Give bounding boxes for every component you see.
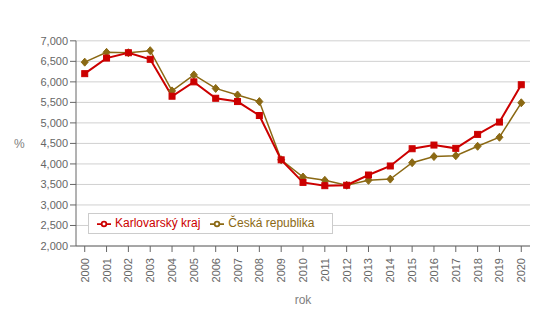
svg-text:5,000: 5,000 xyxy=(40,117,68,129)
svg-text:4,500: 4,500 xyxy=(40,137,68,149)
svg-text:2009: 2009 xyxy=(275,258,287,282)
svg-text:2008: 2008 xyxy=(253,258,265,282)
svg-text:6,000: 6,000 xyxy=(40,76,68,88)
svg-text:2003: 2003 xyxy=(144,258,156,282)
svg-text:2018: 2018 xyxy=(472,258,484,282)
svg-text:2014: 2014 xyxy=(384,258,396,282)
html-text:Karlovarský kraj: Karlovarský kraj xyxy=(115,216,201,230)
svg-text:4,000: 4,000 xyxy=(40,158,68,170)
svg-text:2001: 2001 xyxy=(101,258,113,282)
svg-text:2002: 2002 xyxy=(122,258,134,282)
svg-text:rok: rok xyxy=(295,293,313,307)
svg-text:2016: 2016 xyxy=(428,258,440,282)
svg-text:2010: 2010 xyxy=(297,258,309,282)
svg-text:2,500: 2,500 xyxy=(40,219,68,231)
svg-text:2007: 2007 xyxy=(232,258,244,282)
svg-text:2012: 2012 xyxy=(341,258,353,282)
svg-text:2015: 2015 xyxy=(406,258,418,282)
svg-text:2020: 2020 xyxy=(515,258,527,282)
svg-text:6,500: 6,500 xyxy=(40,55,68,67)
svg-text:2,000: 2,000 xyxy=(40,240,68,252)
svg-text:2005: 2005 xyxy=(188,258,200,282)
svg-text:2017: 2017 xyxy=(450,258,462,282)
svg-text:7,000: 7,000 xyxy=(40,35,68,47)
svg-text:2000: 2000 xyxy=(79,258,91,282)
svg-text:3,500: 3,500 xyxy=(40,178,68,190)
svg-text:2004: 2004 xyxy=(166,258,178,282)
svg-text:2006: 2006 xyxy=(210,258,222,282)
svg-text:2013: 2013 xyxy=(362,258,374,282)
svg-text:5,500: 5,500 xyxy=(40,96,68,108)
svg-text:3,000: 3,000 xyxy=(40,199,68,211)
svg-text:2019: 2019 xyxy=(493,258,505,282)
svg-text:2011: 2011 xyxy=(319,258,331,282)
svg-text:%: % xyxy=(14,137,25,151)
html-text:Česká republika: Česká republika xyxy=(228,216,315,230)
